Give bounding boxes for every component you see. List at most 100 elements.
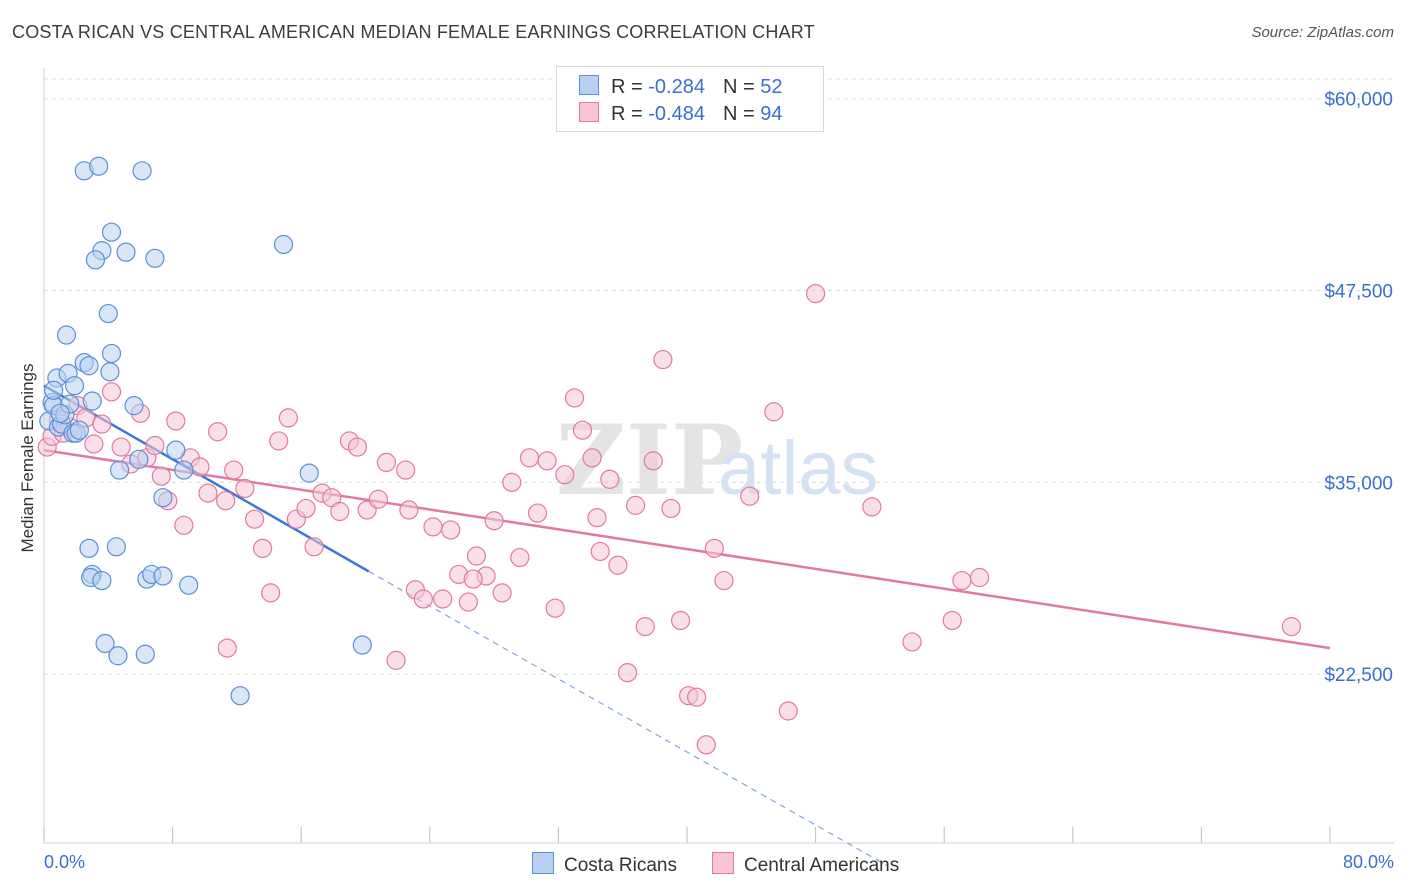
point-central-americans — [519, 448, 540, 468]
r-label: R = — [611, 76, 649, 98]
r-value: -0.484 — [648, 103, 705, 125]
x-tick-max: 80.0% — [1342, 852, 1394, 872]
point-central-americans — [151, 466, 171, 486]
legend-label-costa-ricans: Costa Ricans — [564, 855, 677, 876]
point-costa-ricans — [79, 538, 99, 558]
point-central-americans — [253, 538, 273, 558]
r-value: -0.284 — [648, 76, 705, 98]
point-central-americans — [216, 491, 236, 511]
point-costa-ricans — [352, 635, 372, 655]
point-central-americans — [224, 460, 244, 480]
point-central-americans — [111, 437, 131, 457]
point-costa-ricans — [145, 248, 165, 268]
r-label: R = — [611, 103, 649, 125]
point-central-americans — [545, 598, 565, 618]
point-central-americans — [166, 411, 186, 431]
point-central-americans — [190, 457, 210, 477]
legend-swatch-central-americans — [712, 852, 734, 874]
point-central-americans — [244, 509, 265, 529]
costa-ricans-swatch — [579, 75, 599, 95]
point-central-americans — [296, 498, 316, 519]
point-central-americans — [396, 460, 416, 480]
point-central-americans — [217, 638, 237, 658]
point-costa-ricans — [174, 460, 194, 480]
point-central-americans — [687, 687, 707, 707]
point-central-americans — [386, 650, 406, 670]
point-central-americans — [463, 569, 483, 589]
y-tick-label: $35,000 — [1324, 473, 1393, 494]
point-central-americans — [635, 617, 655, 637]
point-costa-ricans — [166, 440, 186, 460]
point-central-americans — [441, 520, 461, 540]
point-costa-ricans — [85, 250, 106, 270]
point-costa-ricans — [69, 420, 89, 440]
point-central-americans — [1281, 617, 1302, 637]
point-central-americans — [433, 589, 453, 609]
point-central-americans — [423, 517, 443, 537]
point-central-americans — [399, 500, 419, 520]
y-tick-label: $22,500 — [1324, 665, 1393, 686]
stats-row-central-americans: R = -0.484 N = 94 — [579, 102, 782, 126]
point-central-americans — [413, 589, 433, 609]
point-central-americans — [625, 495, 646, 515]
point-costa-ricans — [56, 325, 77, 345]
point-costa-ricans — [50, 403, 70, 423]
point-central-americans — [145, 435, 165, 456]
data-points — [37, 156, 1302, 755]
point-central-americans — [704, 538, 724, 558]
point-central-americans — [537, 451, 557, 471]
point-costa-ricans — [82, 391, 102, 411]
legend-swatch-costa-ricans — [532, 852, 554, 874]
point-central-americans — [661, 498, 681, 519]
point-costa-ricans — [153, 566, 173, 586]
point-central-americans — [198, 483, 218, 503]
point-central-americans — [101, 382, 122, 402]
y-tick-label: $47,500 — [1324, 282, 1393, 303]
point-central-americans — [764, 402, 784, 422]
y-tick-labels: $22,500 $35,000 $47,500 $60,000 — [1324, 90, 1393, 686]
point-costa-ricans — [92, 570, 112, 591]
point-central-americans — [208, 422, 228, 442]
point-central-americans — [778, 701, 798, 721]
x-tick-min: 0.0% — [44, 852, 86, 872]
point-central-americans — [590, 541, 610, 562]
point-costa-ricans — [100, 362, 120, 382]
point-costa-ricans — [132, 161, 152, 181]
point-central-americans — [376, 452, 396, 473]
point-central-americans — [235, 478, 255, 499]
point-costa-ricans — [179, 575, 199, 595]
point-central-americans — [740, 486, 760, 506]
point-central-americans — [92, 414, 112, 434]
point-central-americans — [582, 448, 602, 468]
point-costa-ricans — [44, 380, 64, 400]
point-central-americans — [269, 431, 289, 451]
point-central-americans — [174, 515, 194, 535]
point-central-americans — [304, 537, 324, 557]
point-costa-ricans — [101, 343, 122, 364]
point-central-americans — [643, 451, 663, 471]
point-central-americans — [527, 503, 548, 523]
stats-row-costa-ricans: R = -0.284 N = 52 — [579, 75, 782, 99]
point-central-americans — [484, 511, 504, 531]
point-costa-ricans — [273, 234, 294, 255]
stats-legend: R = -0.284 N = 52 R = -0.484 N = 94 — [556, 66, 824, 132]
legend-item-central-americans: Central Americans — [712, 852, 899, 877]
point-central-americans — [330, 501, 350, 522]
n-value: 94 — [760, 103, 783, 125]
point-central-americans — [942, 610, 962, 631]
point-central-americans — [587, 508, 607, 528]
point-costa-ricans — [106, 537, 126, 557]
point-central-americans — [466, 546, 487, 566]
point-central-americans — [653, 349, 673, 370]
watermark: ZIP atlas — [556, 404, 879, 517]
point-central-americans — [458, 592, 478, 612]
point-central-americans — [902, 632, 922, 652]
point-central-americans — [600, 469, 620, 489]
point-central-americans — [84, 434, 104, 454]
point-costa-ricans — [109, 460, 130, 480]
point-costa-ricans — [153, 488, 173, 508]
point-central-americans — [617, 663, 638, 683]
point-costa-ricans — [89, 156, 109, 176]
point-costa-ricans — [108, 646, 128, 666]
